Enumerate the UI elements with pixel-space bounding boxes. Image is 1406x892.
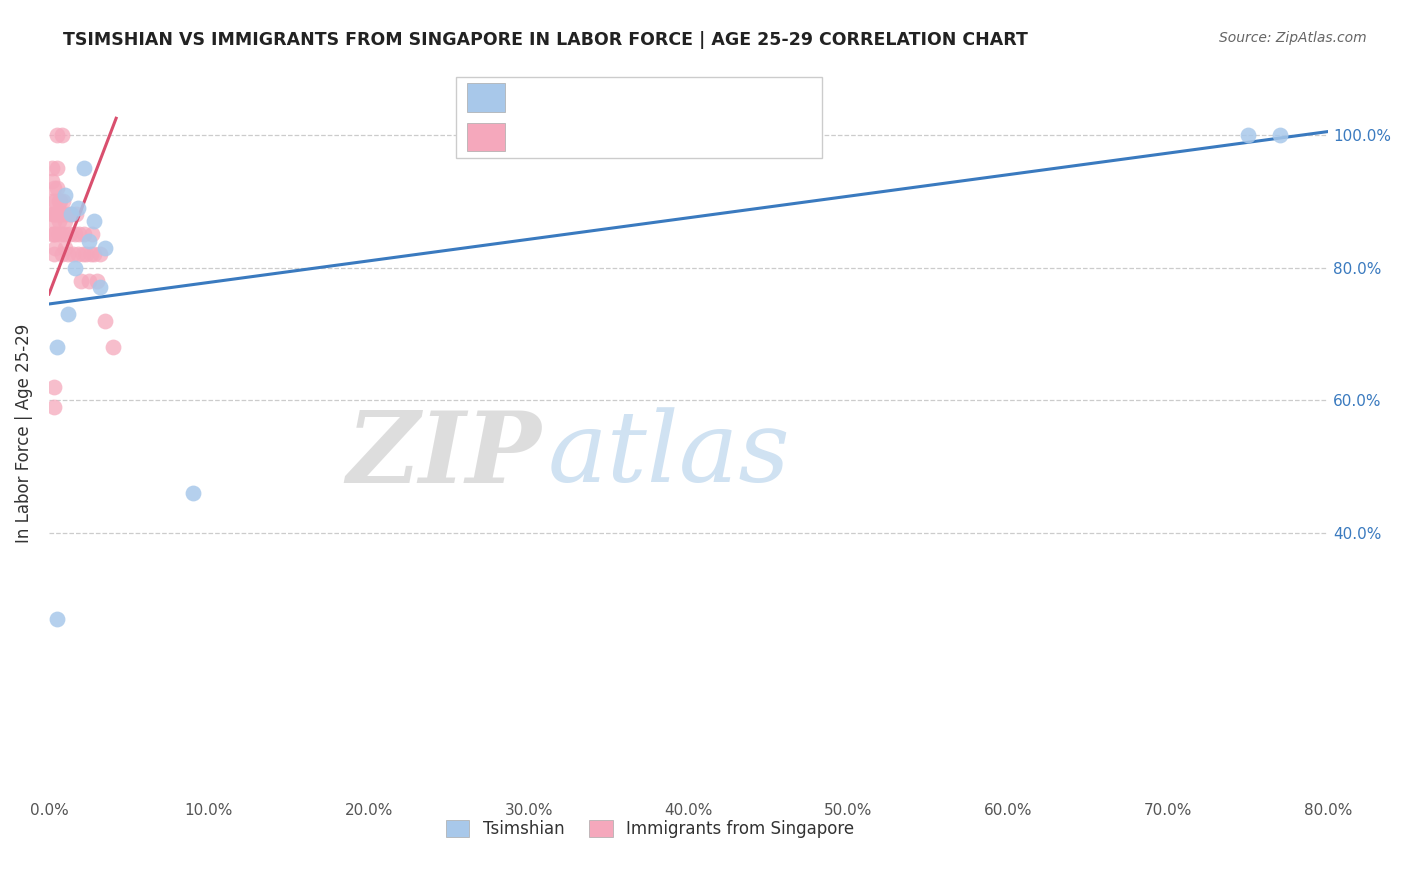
Point xyxy=(101,340,124,354)
Point xyxy=(79,247,101,261)
Point xyxy=(67,227,90,242)
Text: Source: ZipAtlas.com: Source: ZipAtlas.com xyxy=(1219,31,1367,45)
Point xyxy=(75,247,97,261)
Point xyxy=(83,247,105,261)
Point xyxy=(53,187,76,202)
Point xyxy=(60,207,83,221)
Point xyxy=(44,241,66,255)
Point xyxy=(89,247,111,261)
Point xyxy=(53,241,76,255)
Point xyxy=(63,260,86,275)
Point xyxy=(53,214,76,228)
Point xyxy=(70,274,93,288)
Point xyxy=(42,400,65,414)
Point xyxy=(49,207,72,221)
Point xyxy=(77,234,100,248)
Point xyxy=(52,194,75,209)
Point xyxy=(52,207,75,221)
Point xyxy=(41,227,63,242)
Point xyxy=(41,161,63,175)
Point xyxy=(42,181,65,195)
Point xyxy=(48,214,70,228)
Point xyxy=(44,207,66,221)
Point xyxy=(77,274,100,288)
Point xyxy=(86,274,108,288)
Point xyxy=(41,207,63,221)
Point xyxy=(56,247,79,261)
Point xyxy=(94,241,117,255)
Point xyxy=(41,174,63,188)
Point xyxy=(89,280,111,294)
Point xyxy=(42,207,65,221)
Point xyxy=(94,313,117,327)
Point xyxy=(62,247,84,261)
Point xyxy=(48,227,70,242)
Point xyxy=(42,247,65,261)
Point xyxy=(65,207,87,221)
Point xyxy=(46,181,69,195)
Point xyxy=(73,161,96,175)
Legend: Tsimshian, Immigrants from Singapore: Tsimshian, Immigrants from Singapore xyxy=(440,813,860,845)
Point xyxy=(1270,128,1292,142)
Point xyxy=(49,194,72,209)
Point xyxy=(55,207,77,221)
Text: atlas: atlas xyxy=(548,408,790,503)
Point xyxy=(1237,128,1260,142)
Point xyxy=(53,227,76,242)
Point xyxy=(46,207,69,221)
Point xyxy=(46,340,69,354)
Point xyxy=(46,612,69,626)
Point xyxy=(42,227,65,242)
Point xyxy=(51,247,73,261)
Point xyxy=(72,247,94,261)
Y-axis label: In Labor Force | Age 25-29: In Labor Force | Age 25-29 xyxy=(15,324,32,543)
Point xyxy=(82,227,104,242)
Text: TSIMSHIAN VS IMMIGRANTS FROM SINGAPORE IN LABOR FORCE | AGE 25-29 CORRELATION CH: TSIMSHIAN VS IMMIGRANTS FROM SINGAPORE I… xyxy=(63,31,1028,49)
Point xyxy=(181,486,204,500)
Point xyxy=(73,227,96,242)
Point xyxy=(46,128,69,142)
Point xyxy=(41,194,63,209)
Text: ZIP: ZIP xyxy=(346,407,541,503)
Point xyxy=(59,227,82,242)
Point xyxy=(63,227,86,242)
Point xyxy=(44,194,66,209)
Point xyxy=(42,380,65,394)
Point xyxy=(48,194,70,209)
Point xyxy=(83,214,105,228)
Point xyxy=(60,207,83,221)
Point xyxy=(46,161,69,175)
Point xyxy=(66,247,89,261)
Point xyxy=(66,201,89,215)
Point xyxy=(56,307,79,321)
Point xyxy=(51,128,73,142)
Point xyxy=(44,227,66,242)
Point xyxy=(42,214,65,228)
Point xyxy=(51,227,73,242)
